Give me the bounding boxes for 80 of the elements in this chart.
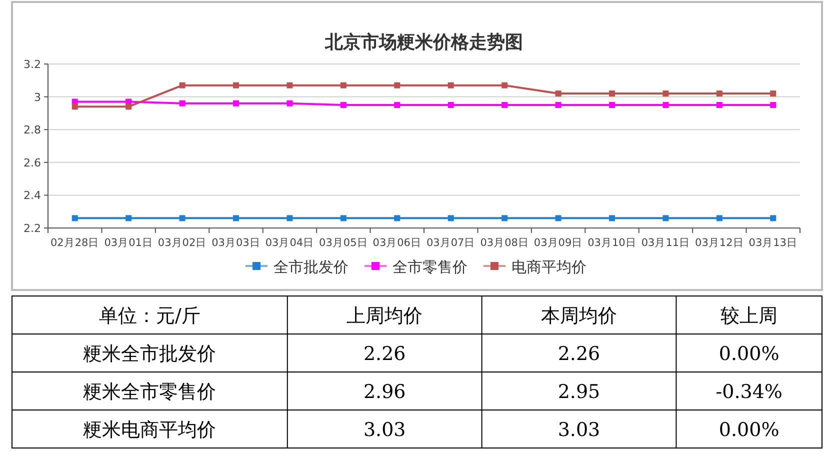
point: [770, 215, 776, 222]
point: [662, 215, 669, 222]
x-tick-label: 03月04日: [265, 237, 314, 249]
text: 3.03: [363, 419, 406, 441]
text: 2.26: [363, 343, 406, 365]
x-tick-label: 03月12日: [695, 237, 744, 249]
x-tick-label: 03月10日: [588, 237, 636, 249]
point: [502, 102, 508, 108]
x-tick-label: 03月13日: [748, 237, 798, 249]
point: [609, 102, 615, 108]
point: [609, 90, 615, 97]
point: [233, 82, 239, 88]
point: [340, 82, 346, 88]
point: [555, 215, 562, 222]
y-tick-label: 2.6: [24, 156, 41, 170]
x-tick-label: 03月03日: [212, 237, 260, 249]
category-label: 粳米全市批发价: [83, 343, 216, 365]
category-label: 上周均价: [346, 305, 423, 327]
y-tick-label: 3.2: [24, 58, 41, 71]
point: [286, 215, 293, 222]
category-label: 单位：元/斤: [98, 305, 200, 327]
point: [448, 82, 454, 88]
x-tick-label: 03月06日: [372, 237, 422, 249]
point: [394, 215, 400, 222]
x-tick-label: 03月11日: [641, 237, 690, 249]
point: [448, 215, 454, 222]
point: [340, 102, 346, 108]
x-tick-label: 03月07日: [426, 237, 476, 249]
point: [72, 215, 78, 222]
point: [72, 104, 78, 110]
point: [716, 102, 722, 108]
y-tick-label: 2.2: [24, 222, 41, 235]
category-label: 本周均价: [541, 305, 617, 327]
text: 2.26: [558, 343, 600, 365]
y-tick-label: 2.8: [24, 124, 41, 137]
text: 2.95: [558, 381, 600, 403]
category-label: 粳米全市零售价: [83, 381, 216, 403]
point: [340, 215, 346, 222]
text: 2.96: [363, 381, 406, 403]
x-tick-label: 03月05日: [319, 237, 368, 249]
category-label: 较上周: [720, 305, 778, 327]
text: -0.34%: [716, 381, 782, 403]
x-tick-label: 03月02日: [158, 237, 207, 249]
point: [126, 104, 132, 110]
point: [770, 102, 776, 108]
point: [662, 102, 669, 108]
point: [502, 215, 508, 222]
x-tick-label: 03月08日: [480, 237, 529, 249]
chart-title: 北京市场粳米价格走势图: [324, 32, 523, 53]
point: [394, 82, 400, 88]
point: [286, 100, 293, 106]
y-tick-label: 2.4: [24, 189, 41, 202]
point: [609, 215, 615, 222]
y-tick-label: 3: [34, 90, 41, 104]
point: [394, 102, 400, 108]
x-tick-label: 02月28日: [50, 237, 100, 249]
point: [555, 90, 562, 97]
point: [126, 215, 132, 222]
point: [179, 215, 186, 222]
text: 0.00%: [718, 419, 780, 441]
point: [179, 82, 186, 88]
point: [716, 90, 722, 97]
text: 3.03: [558, 419, 600, 441]
point: [555, 102, 562, 108]
legend-label: 全市批发价: [274, 258, 348, 276]
point: [179, 100, 186, 106]
category-label: 粳米电商平均价: [83, 419, 216, 441]
point: [233, 100, 239, 106]
point: [502, 82, 508, 88]
x-tick-label: 03月01日: [104, 237, 153, 249]
point: [770, 90, 776, 97]
text: 0.00%: [718, 343, 780, 365]
point: [716, 215, 722, 222]
x-tick-label: 03月09日: [534, 237, 583, 249]
legend-label: 电商平均价: [512, 258, 586, 276]
legend-label: 全市零售价: [392, 258, 468, 276]
point: [286, 82, 293, 88]
point: [233, 215, 239, 222]
point: [662, 90, 669, 97]
point: [448, 102, 454, 108]
